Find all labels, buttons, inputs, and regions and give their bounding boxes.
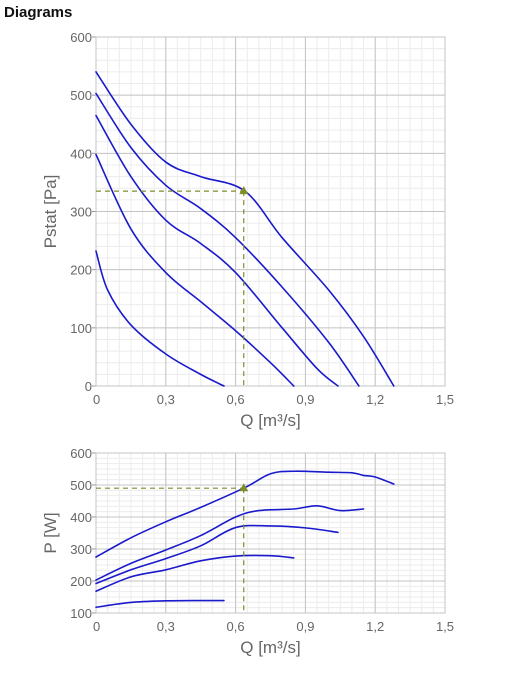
x-tick-label: 1,5: [436, 619, 454, 634]
series-line-3: [95, 524, 339, 585]
diagrams-heading: Diagrams: [4, 4, 73, 21]
chart-2: 0 0,3 0,6 0,9 1,2 1,5 100 200 300 400 500 600 Q [m³/…: [41, 446, 454, 657]
x-tick-label: 0,9: [296, 392, 314, 407]
y-tick-label: 600: [70, 30, 92, 45]
y-axis-label: Pstat [Pa]: [41, 175, 60, 249]
x-tick-label: 0,6: [227, 392, 245, 407]
y-tick-label: 600: [70, 446, 92, 461]
y-tick-label: 200: [70, 574, 92, 589]
x-tick-label: 0,6: [227, 619, 245, 634]
series-line-4: [95, 153, 295, 387]
plot-frame: [95, 452, 446, 614]
series-line-4: [95, 554, 295, 593]
series-line-3: [95, 114, 339, 387]
series-line-1: [95, 470, 395, 558]
y-axis-label: P [W]: [41, 512, 60, 553]
x-axis-label: Q [m³/s]: [240, 411, 300, 430]
y-tick-label: 200: [70, 263, 92, 278]
y-tick-label: 400: [70, 146, 92, 161]
series-line-5: [95, 250, 225, 387]
x-tick-label: 1,5: [436, 392, 454, 407]
y-tick-label: 300: [70, 542, 92, 557]
x-tick-label: 0,9: [296, 619, 314, 634]
x-tick-label: 1,2: [366, 392, 384, 407]
series-line-2: [95, 504, 365, 581]
y-tick-label: 100: [70, 606, 92, 621]
x-tick-label: 0: [93, 392, 100, 407]
y-tick-label: 100: [70, 321, 92, 336]
series-line-5: [95, 599, 225, 609]
y-tick-label: 400: [70, 510, 92, 525]
y-tick-label: 500: [70, 88, 92, 103]
x-tick-label: 1,2: [366, 619, 384, 634]
y-tick-label: 0: [85, 379, 92, 394]
x-tick-label: 0,3: [157, 619, 175, 634]
operating-point-marker: [239, 186, 249, 195]
chart-1: 0 0,3 0,6 0,9 1,2 1,5 0 100 200 300 400 500 600 Q [m³…: [41, 30, 454, 430]
plot-frame: [95, 36, 446, 387]
operating-point-marker: [239, 483, 249, 492]
x-tick-label: 0,3: [157, 392, 175, 407]
x-tick-label: 0: [93, 619, 100, 634]
series-line-2: [95, 92, 360, 387]
y-tick-label: 500: [70, 478, 92, 493]
y-tick-label: 300: [70, 205, 92, 220]
x-axis-label: Q [m³/s]: [240, 638, 300, 657]
